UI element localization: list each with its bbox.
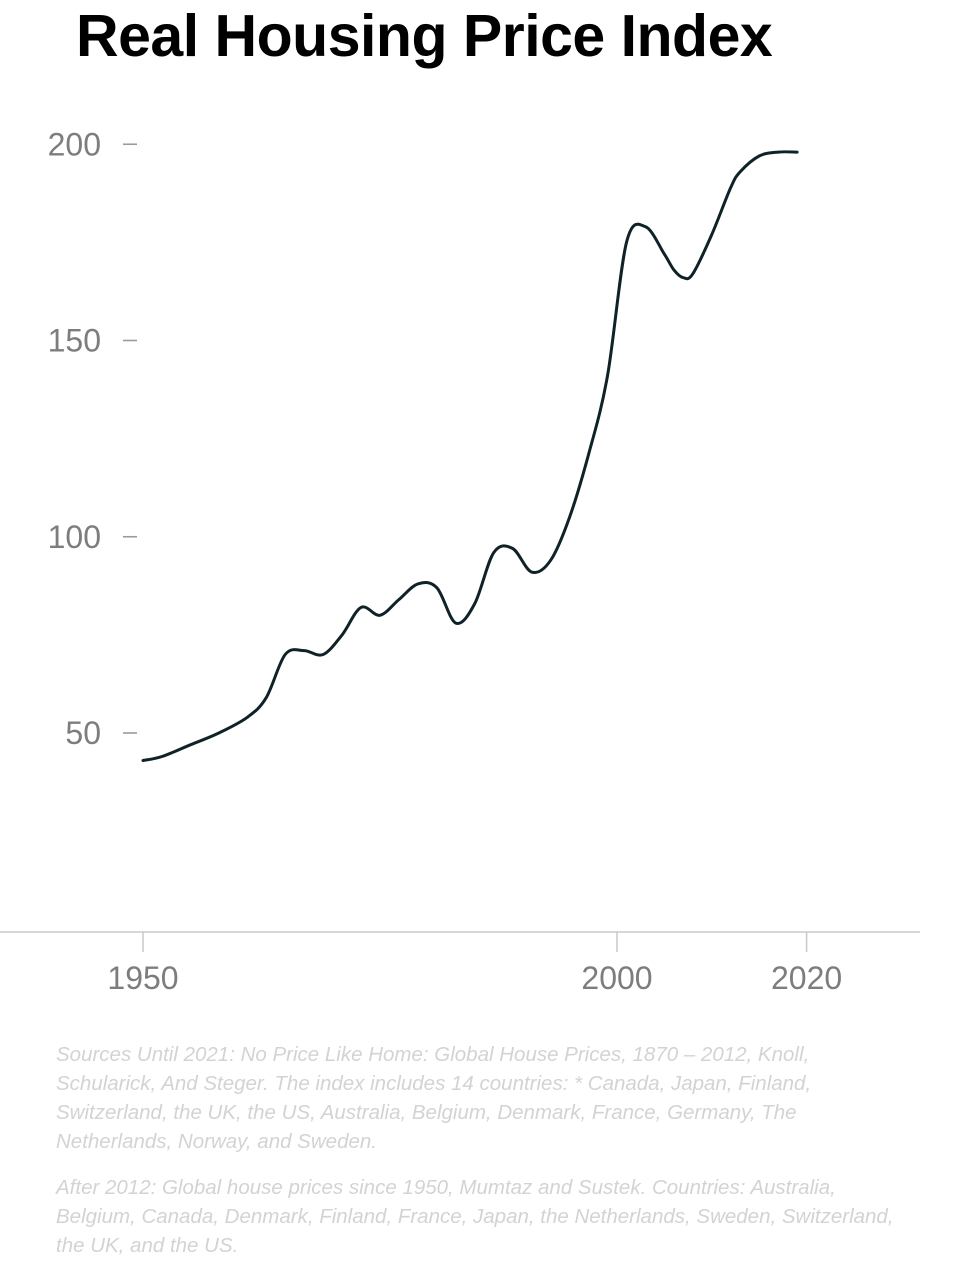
series-line-1 <box>141 150 799 762</box>
x-axis: 1950 2000 2020 <box>0 931 920 996</box>
y-axis: 50 100 150 200 <box>48 126 137 751</box>
x-tick-label-2020: 2020 <box>771 960 842 996</box>
y-tick-label-150: 150 <box>48 323 101 359</box>
source-notes: Sources Until 2021: No Price Like Home: … <box>56 1040 906 1277</box>
x-tick-label-2000: 2000 <box>581 960 652 996</box>
line-chart: 50 100 150 200 1950 2000 2020 <box>0 126 920 996</box>
y-tick-label-50: 50 <box>65 715 101 751</box>
y-tick-label-200: 200 <box>48 126 101 162</box>
x-tick-label-1950: 1950 <box>107 960 178 996</box>
source-note-1: Sources Until 2021: No Price Like Home: … <box>56 1043 812 1153</box>
series-layer <box>141 150 799 762</box>
chart-title: Real Housing Price Index <box>76 3 773 69</box>
source-note-2: After 2012: Global house prices since 19… <box>56 1176 894 1257</box>
y-tick-label-100: 100 <box>48 519 101 555</box>
